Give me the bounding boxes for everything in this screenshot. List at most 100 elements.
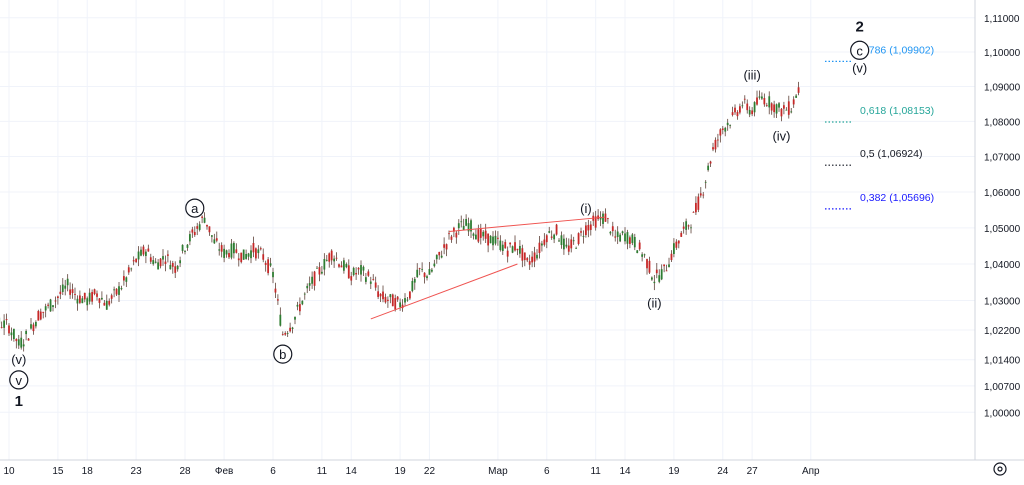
candle-body	[253, 243, 255, 252]
gear-icon[interactable]	[994, 463, 1006, 475]
fib-level-label[interactable]: 0,618 (1,08153)	[860, 105, 934, 117]
candle-body	[45, 306, 47, 310]
candle-body	[732, 112, 734, 115]
candle-body	[52, 305, 54, 307]
candle-body	[441, 256, 443, 258]
candle-body	[646, 259, 648, 268]
wave-label[interactable]: 1	[15, 393, 23, 410]
candle-body	[785, 110, 787, 111]
y-tick-label[interactable]: 1,08000	[984, 117, 1021, 128]
y-axis-ticks[interactable]: 1,11000 1,10000 1,09000 1,08000 1,07000 1,060…	[984, 14, 1021, 419]
candle-body	[162, 256, 164, 259]
x-tick-label[interactable]: 18	[82, 466, 94, 477]
trendline[interactable]	[371, 264, 518, 319]
fib-level-label[interactable]: 0,5 (1,06924)	[860, 148, 922, 160]
x-tick-label[interactable]: 19	[395, 466, 407, 477]
x-tick-label[interactable]: 28	[179, 466, 191, 477]
candle-body	[715, 140, 717, 149]
candle-body	[788, 101, 790, 114]
candle-body	[275, 289, 277, 293]
wave-label[interactable]: (iii)	[743, 67, 760, 82]
fib-level-label[interactable]: 0,382 (1,05696)	[860, 192, 934, 204]
candle-body	[407, 300, 409, 301]
x-tick-label[interactable]: 14	[619, 466, 631, 477]
y-tick-label[interactable]: 1,05000	[984, 224, 1021, 235]
x-tick-label[interactable]: 24	[717, 466, 729, 477]
y-tick-label[interactable]: 1,02200	[984, 326, 1021, 337]
candle-body	[147, 249, 149, 252]
candle-body	[108, 301, 110, 305]
candle-body	[565, 245, 567, 247]
x-tick-label[interactable]: 19	[668, 466, 680, 477]
y-tick-label[interactable]: 1,04000	[984, 260, 1021, 271]
wave-label[interactable]: c	[856, 43, 863, 58]
y-tick-label[interactable]: 1,03000	[984, 297, 1021, 308]
candle-body	[683, 227, 685, 229]
candle-body	[143, 247, 145, 255]
y-tick-label[interactable]: 1,10000	[984, 48, 1021, 59]
candle-body	[179, 260, 181, 263]
x-tick-label[interactable]: 27	[747, 466, 759, 477]
x-tick-label[interactable]: 11	[590, 466, 601, 477]
wave-label[interactable]: v	[16, 373, 23, 388]
candle-body	[477, 229, 479, 241]
x-tick-label[interactable]: 15	[52, 466, 64, 477]
x-tick-label[interactable]: Мар	[488, 466, 508, 477]
candle-body	[724, 128, 726, 132]
wave-label[interactable]: 2	[856, 18, 864, 35]
wave-label[interactable]: a	[191, 201, 199, 216]
candle-body	[194, 232, 196, 235]
trendlines[interactable]	[371, 217, 606, 319]
candle-body	[18, 339, 20, 345]
wave-label[interactable]: (i)	[580, 201, 592, 216]
wave-label[interactable]: (iv)	[772, 128, 790, 143]
y-tick-label[interactable]: 1,11000	[984, 14, 1020, 25]
candle-body	[245, 254, 247, 259]
y-tick-label[interactable]: 1,09000	[984, 83, 1021, 94]
candle-body	[475, 235, 477, 240]
candle-body	[240, 253, 242, 262]
candle-body	[583, 236, 585, 237]
x-tick-label[interactable]: 11	[317, 466, 328, 477]
x-axis-ticks[interactable]: 10 15 18 23 28 Фев 6 11 14 19 22 Мар 6 11 14 19 24 27 Апр	[3, 466, 820, 477]
candle-body	[653, 282, 655, 283]
candle-body	[267, 259, 269, 273]
y-tick-label[interactable]: 1,07000	[984, 153, 1021, 164]
candle-body	[309, 283, 311, 286]
candle-body	[773, 104, 775, 112]
x-tick-label[interactable]: 10	[3, 466, 15, 477]
x-tick-label[interactable]: 14	[346, 466, 358, 477]
y-tick-label[interactable]: 1,00000	[984, 408, 1021, 419]
wave-label[interactable]: (v)	[11, 352, 26, 367]
x-tick-label[interactable]: Фев	[215, 466, 233, 477]
candle-body	[612, 226, 614, 231]
wave-label[interactable]: (v)	[852, 60, 867, 75]
fib-level-label[interactable]: 0,786 (1,09902)	[860, 44, 934, 56]
x-tick-label[interactable]: 6	[544, 466, 550, 477]
candle-body	[485, 231, 487, 239]
y-tick-label[interactable]: 1,06000	[984, 188, 1021, 199]
elliott-wave-labels[interactable]: (v) v 1 a b (i) (ii) (iii) (iv) 2 c (v)	[10, 18, 869, 410]
x-tick-label[interactable]: 22	[424, 466, 436, 477]
candle-body	[424, 273, 426, 277]
x-tick-label[interactable]: 23	[131, 466, 143, 477]
candle-body	[575, 248, 577, 249]
candle-body	[172, 263, 174, 267]
candle-body	[702, 195, 704, 196]
x-tick-label[interactable]: 6	[270, 466, 276, 477]
x-tick-label[interactable]: Апр	[802, 466, 820, 477]
trendline[interactable]	[449, 217, 605, 231]
axes	[0, 0, 1024, 460]
candle-body	[321, 272, 323, 274]
wave-label[interactable]: b	[279, 347, 286, 362]
candle-body	[556, 225, 558, 235]
candle-body	[482, 232, 484, 236]
wave-label[interactable]: (ii)	[647, 295, 661, 310]
fibonacci-levels[interactable]: 0,786 (1,09902) 0,618 (1,08153) 0,5 (1,069…	[825, 44, 934, 209]
candle-body	[509, 243, 511, 245]
settings-button[interactable]	[994, 463, 1006, 475]
y-tick-label[interactable]: 1,00700	[984, 382, 1021, 393]
candle-body	[121, 288, 123, 289]
y-tick-label[interactable]: 1,01400	[984, 356, 1021, 367]
